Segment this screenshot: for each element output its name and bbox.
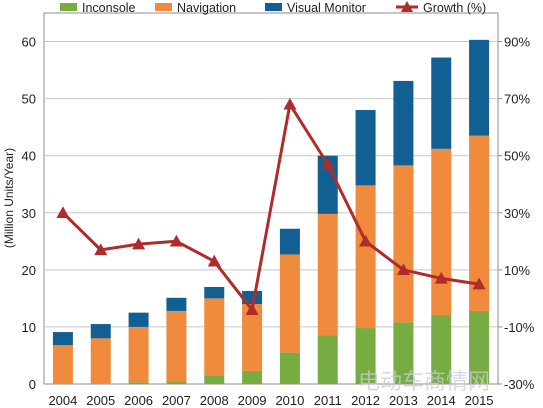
watermark: 电动车商情网 — [358, 370, 490, 395]
bar-navigation — [355, 185, 376, 329]
x-tick-label: 2012 — [351, 393, 380, 408]
legend-swatch — [155, 3, 172, 11]
y2-tick-label: -10% — [504, 320, 535, 335]
bar-visual-monitor — [279, 228, 300, 255]
x-tick-label: 2007 — [162, 393, 191, 408]
bar-inconsole — [204, 375, 225, 384]
growth-polyline — [61, 102, 480, 312]
legend-swatch — [265, 3, 282, 11]
growth-point — [283, 97, 297, 110]
bar-visual-monitor — [204, 286, 225, 299]
growth-point — [169, 234, 183, 247]
bar-inconsole — [469, 310, 490, 384]
bar-navigation — [52, 345, 73, 384]
x-tick-label: 2008 — [200, 393, 229, 408]
legend-label: Navigation — [177, 1, 236, 15]
legend-swatch — [60, 3, 77, 11]
y-tick-label: 20 — [22, 263, 36, 278]
bar-navigation — [242, 304, 263, 371]
bar-visual-monitor — [128, 312, 149, 327]
y-tick-label: 40 — [22, 149, 36, 164]
y-tick-label: 30 — [22, 206, 36, 221]
growth-point — [472, 277, 486, 290]
x-tick-label: 2006 — [124, 393, 153, 408]
growth-line — [56, 97, 486, 315]
bar-navigation — [431, 148, 452, 316]
y-tick-label: 10 — [22, 320, 36, 335]
bar-visual-monitor — [431, 57, 452, 149]
y2-tick-label: 30% — [504, 206, 530, 221]
x-tick-label: 2004 — [48, 393, 77, 408]
y2-tick-label: 10% — [504, 263, 530, 278]
bars — [52, 39, 490, 384]
axes: 0 10 20 30 40 50 60 -30% -10% 10% 30% 50% 70% 90% 2004… — [22, 35, 535, 408]
bar-navigation — [128, 326, 149, 383]
x-tick-label: 2014 — [427, 393, 456, 408]
x-tick-label: 2009 — [238, 393, 267, 408]
growth-point — [396, 263, 410, 276]
growth-point — [207, 254, 221, 267]
legend-label: Growth (%) — [423, 1, 486, 15]
y-tick-label: 0 — [29, 377, 36, 392]
growth-point — [434, 271, 448, 284]
growth-point — [245, 303, 259, 315]
growth-point — [359, 234, 373, 247]
bar-visual-monitor — [355, 110, 376, 186]
bar-navigation — [393, 165, 414, 323]
y2-tick-label: 90% — [504, 35, 530, 50]
x-tick-label: 2013 — [389, 393, 418, 408]
y2-tick-label: -30% — [504, 377, 535, 392]
bar-inconsole — [128, 382, 149, 384]
bar-navigation — [166, 310, 187, 382]
bar-inconsole — [166, 381, 187, 384]
bar-visual-monitor — [52, 332, 73, 346]
y2-tick-label: 70% — [504, 92, 530, 107]
bar-navigation — [90, 338, 111, 384]
y-tick-label: 60 — [22, 35, 36, 50]
y-tick-label: 50 — [22, 92, 36, 107]
y2-tick-label: 50% — [504, 149, 530, 164]
bar-inconsole — [355, 328, 376, 384]
bar-visual-monitor — [469, 39, 490, 136]
bar-inconsole — [431, 315, 452, 384]
bar-inconsole — [317, 335, 338, 384]
growth-point — [56, 206, 70, 218]
bar-inconsole — [279, 352, 300, 384]
bar-visual-monitor — [317, 155, 338, 214]
bar-visual-monitor — [242, 290, 263, 305]
legend: Inconsole Navigation Visual Monitor Growth … — [60, 1, 486, 15]
x-tick-label: 2011 — [314, 393, 342, 408]
bar-navigation — [279, 254, 300, 353]
y-axis-title: (Million Units/Year) — [2, 148, 16, 248]
legend-marker — [401, 1, 413, 12]
bar-visual-monitor — [393, 80, 414, 166]
legend-label: Visual Monitor — [287, 1, 366, 15]
legend-label: Inconsole — [82, 1, 136, 15]
growth-point — [94, 243, 108, 256]
bar-navigation — [204, 298, 225, 376]
bar-inconsole — [393, 322, 414, 384]
x-tick-label: 2010 — [275, 393, 304, 408]
bar-inconsole — [242, 370, 263, 384]
growth-point — [321, 157, 335, 170]
bar-visual-monitor — [90, 324, 111, 339]
x-tick-label: 2015 — [465, 393, 494, 408]
bar-visual-monitor — [166, 297, 187, 311]
x-tick-label: 2005 — [86, 393, 115, 408]
plot-area — [43, 12, 499, 385]
bar-navigation — [317, 213, 338, 336]
growth-point — [132, 237, 146, 250]
bar-navigation — [469, 135, 490, 311]
